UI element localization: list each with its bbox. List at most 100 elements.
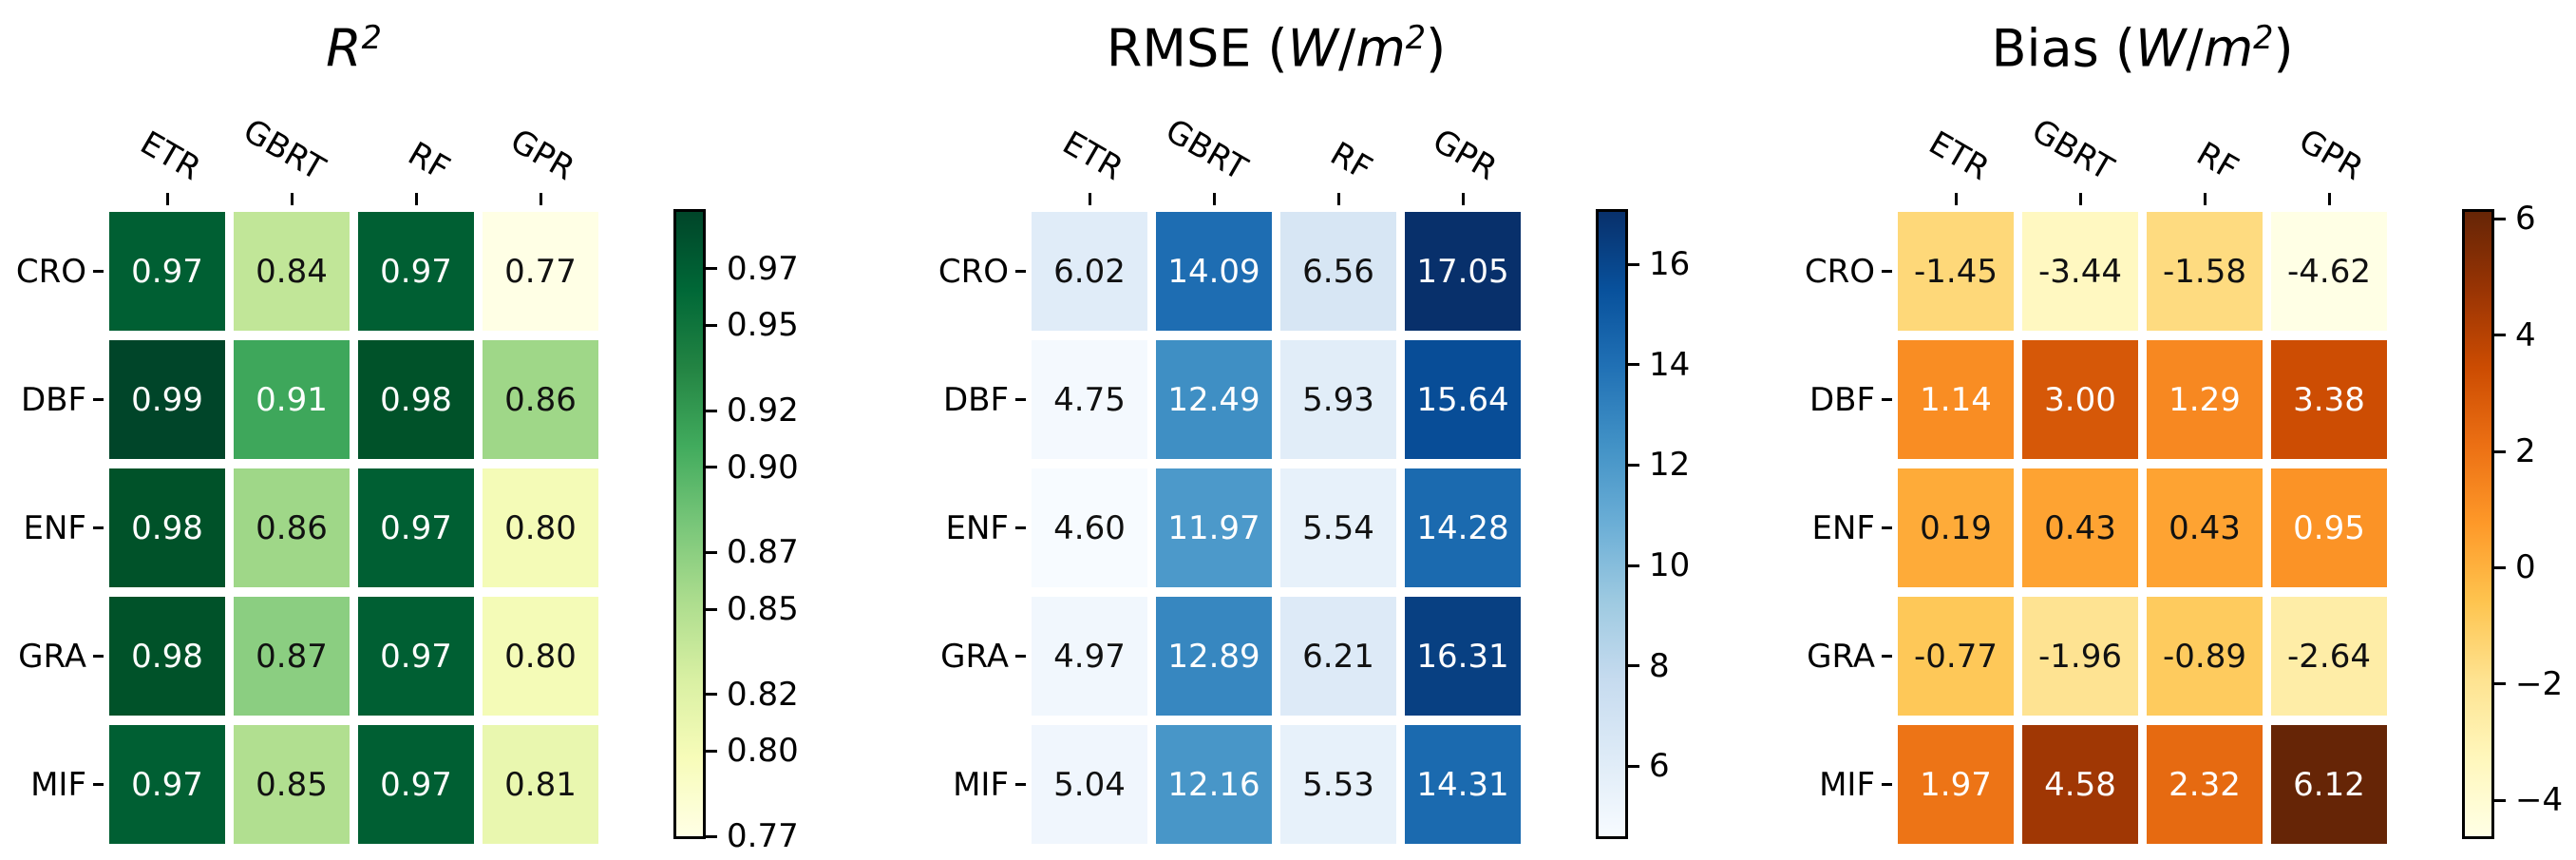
title-segment: W xyxy=(2134,18,2187,79)
heatmap-cell-rmse-mif-gbrt: 12.16 xyxy=(1156,725,1272,844)
column-label-etr: ETR xyxy=(1055,124,1129,188)
colorbar-tick-label: 0.87 xyxy=(727,533,799,572)
cell-value: 14.28 xyxy=(1416,508,1509,547)
row-tick xyxy=(93,526,104,529)
column-tick xyxy=(539,193,542,205)
heatmap-cell-bias-enf-gpr: 0.95 xyxy=(2271,468,2387,587)
title-segment: / xyxy=(1337,18,1356,79)
column-tick xyxy=(2327,193,2331,205)
cell-value: 0.19 xyxy=(1920,508,1992,547)
column-tick xyxy=(1212,193,1216,205)
title-segment: Bias ( xyxy=(1991,18,2135,79)
cell-value: 0.85 xyxy=(256,765,328,804)
heatmap-cell-r2-mif-etr: 0.97 xyxy=(109,725,225,844)
cell-value: 0.97 xyxy=(131,765,203,804)
title-segment: RMSE ( xyxy=(1106,18,1288,79)
colorbar-tick-label: 0.77 xyxy=(727,817,799,855)
colorbar-tick xyxy=(705,323,717,327)
heatmap-cell-rmse-cro-gbrt: 14.09 xyxy=(1156,212,1272,331)
column-label-gpr: GPR xyxy=(2291,122,2369,188)
heatmap-cell-bias-cro-gbrt: -3.44 xyxy=(2022,212,2138,331)
heatmap-cell-bias-dbf-etr: 1.14 xyxy=(1898,340,2014,459)
cell-value: 0.98 xyxy=(131,637,203,676)
column-label-rf: RF xyxy=(1323,134,1378,188)
cell-value: 4.97 xyxy=(1053,637,1126,676)
cell-value: 5.54 xyxy=(1302,508,1374,547)
cell-value: 3.38 xyxy=(2293,380,2365,419)
cell-value: 6.56 xyxy=(1302,252,1374,291)
heatmap-cell-r2-dbf-rf: 0.98 xyxy=(358,340,474,459)
heatmap-cell-rmse-dbf-etr: 4.75 xyxy=(1032,340,1147,459)
colorbar-tick xyxy=(2493,449,2506,453)
row-label-cro: CRO xyxy=(15,252,86,291)
title-segment: 2 xyxy=(1405,19,1427,56)
colorbar-tick-label: −4 xyxy=(2515,781,2564,820)
cell-value: 0.98 xyxy=(380,380,452,419)
row-label-dbf: DBF xyxy=(1809,380,1875,419)
colorbar-tick xyxy=(705,693,717,697)
heatmap-cell-bias-mif-gpr: 6.12 xyxy=(2271,725,2387,844)
title-segment: ) xyxy=(2273,18,2294,79)
colorbar-tick xyxy=(2493,334,2506,337)
colorbar-tick-label: 6 xyxy=(1649,747,1670,786)
heatmap-cell-r2-mif-gbrt: 0.85 xyxy=(234,725,350,844)
cell-value: 1.14 xyxy=(1920,380,1992,419)
heatmap-cell-r2-enf-gpr: 0.80 xyxy=(483,468,598,587)
row-label-cro: CRO xyxy=(1804,252,1875,291)
column-tick xyxy=(1954,193,1958,205)
heatmap-cell-rmse-cro-etr: 6.02 xyxy=(1032,212,1147,331)
heatmap-cell-r2-gra-gbrt: 0.87 xyxy=(234,597,350,716)
colorbar-tick xyxy=(2493,682,2506,686)
cell-value: 0.84 xyxy=(256,252,328,291)
column-tick xyxy=(290,193,294,205)
cell-value: -1.45 xyxy=(1914,252,1998,291)
heatmap-cell-bias-gra-gpr: -2.64 xyxy=(2271,597,2387,716)
heatmap-cell-r2-gra-rf: 0.97 xyxy=(358,597,474,716)
row-tick xyxy=(1015,270,1026,273)
cell-value: 12.49 xyxy=(1167,380,1260,419)
row-label-cro: CRO xyxy=(938,252,1009,291)
cell-value: 0.81 xyxy=(504,765,577,804)
column-label-rf: RF xyxy=(2189,134,2245,188)
cell-value: 17.05 xyxy=(1416,252,1509,291)
column-label-gbrt: GBRT xyxy=(2025,111,2120,188)
heatmap-cell-bias-mif-rf: 2.32 xyxy=(2147,725,2263,844)
heatmap-cell-rmse-gra-rf: 6.21 xyxy=(1280,597,1396,716)
heatmap-cell-rmse-dbf-gpr: 15.64 xyxy=(1405,340,1521,459)
cell-value: 4.75 xyxy=(1053,380,1126,419)
title-segment: / xyxy=(2186,18,2204,79)
cell-value: 15.64 xyxy=(1416,380,1509,419)
row-tick xyxy=(1882,270,1892,273)
colorbar-r2 xyxy=(673,209,706,839)
heatmap-cell-bias-gra-rf: -0.89 xyxy=(2147,597,2263,716)
cell-value: -0.77 xyxy=(1914,637,1998,676)
row-tick xyxy=(93,783,104,786)
heatmap-cell-rmse-gra-etr: 4.97 xyxy=(1032,597,1147,716)
colorbar-tick-label: 0.97 xyxy=(727,249,799,288)
colorbar-tick-label: 12 xyxy=(1649,446,1691,485)
heatmap-cell-r2-enf-etr: 0.98 xyxy=(109,468,225,587)
colorbar-tick-label: 0.95 xyxy=(727,306,799,345)
heatmap-cell-bias-dbf-gpr: 3.38 xyxy=(2271,340,2387,459)
cell-value: -4.62 xyxy=(2287,252,2371,291)
row-label-gra: GRA xyxy=(940,637,1009,676)
heatmap-cell-rmse-gra-gbrt: 12.89 xyxy=(1156,597,1272,716)
title-segment: 2 xyxy=(2253,19,2274,56)
colorbar-tick-label: −2 xyxy=(2515,664,2564,703)
row-tick xyxy=(1882,655,1892,658)
heatmap-cell-bias-enf-rf: 0.43 xyxy=(2147,468,2263,587)
cell-value: 0.86 xyxy=(256,508,328,547)
row-tick xyxy=(1015,398,1026,401)
cell-value: 0.98 xyxy=(131,508,203,547)
heatmap-cell-rmse-dbf-rf: 5.93 xyxy=(1280,340,1396,459)
cell-value: 0.95 xyxy=(2293,508,2365,547)
heatmap-cell-rmse-mif-etr: 5.04 xyxy=(1032,725,1147,844)
column-label-etr: ETR xyxy=(1922,124,1996,188)
heatmap-cell-bias-mif-etr: 1.97 xyxy=(1898,725,2014,844)
colorbar-tick-label: 14 xyxy=(1649,345,1691,384)
column-tick xyxy=(1461,193,1465,205)
panel-title-rmse: RMSE (W/m2) xyxy=(849,8,1704,79)
row-tick xyxy=(1882,783,1892,786)
title-segment: W xyxy=(1287,18,1338,79)
